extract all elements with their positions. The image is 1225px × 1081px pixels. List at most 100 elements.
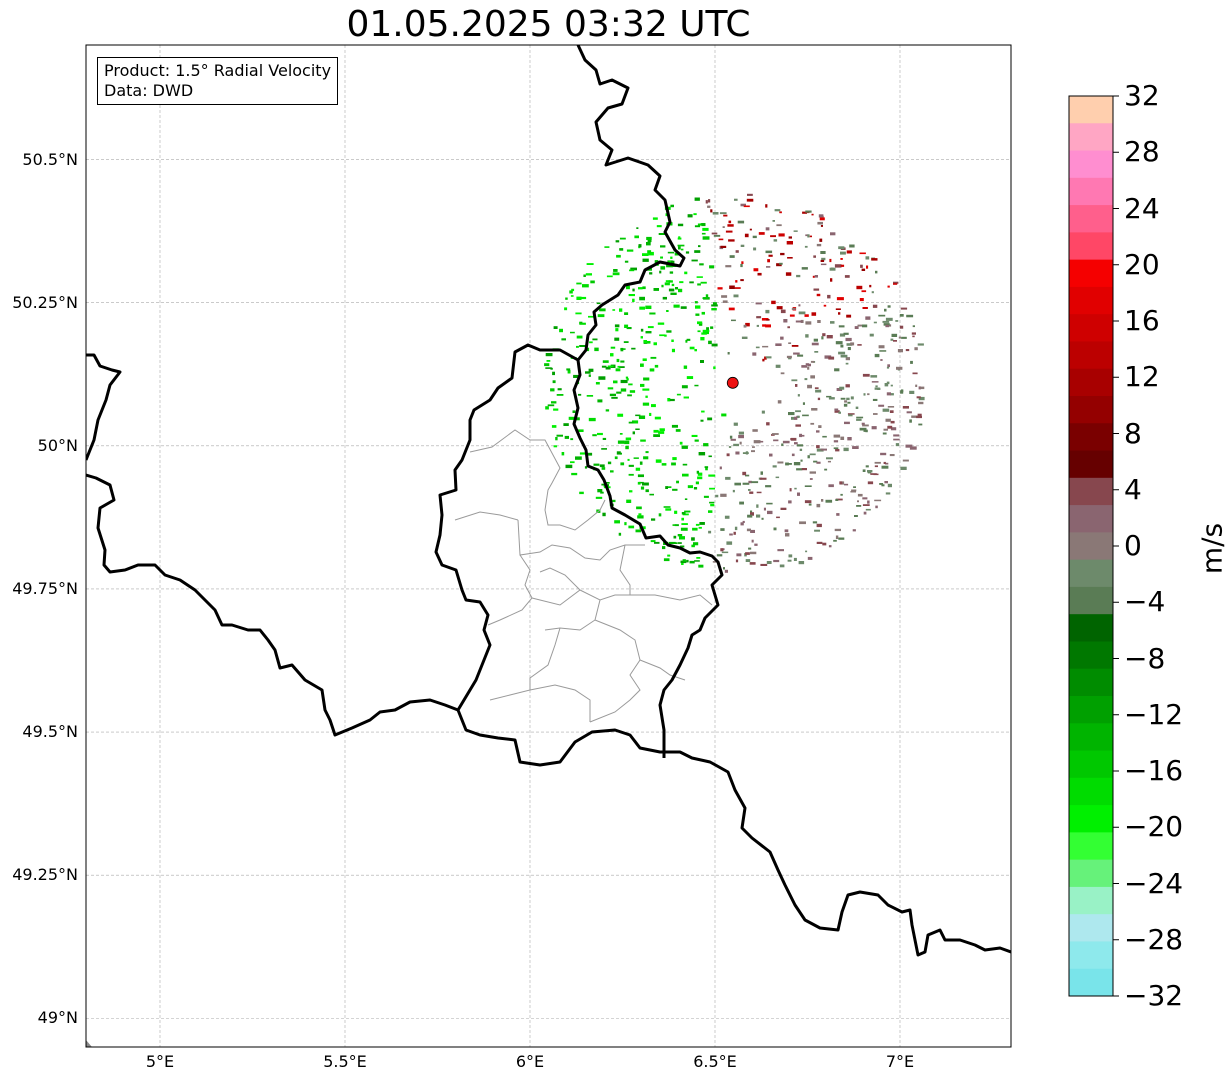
radar-pixel (784, 529, 789, 533)
colorbar-segment (1069, 341, 1113, 370)
radar-pixel (850, 491, 856, 493)
radar-pixel (561, 452, 565, 456)
radar-pixel (745, 559, 751, 562)
radar-pixel (702, 236, 710, 240)
radar-pixel (668, 280, 673, 283)
radar-pixel (773, 439, 779, 442)
radar-pixel (666, 330, 672, 333)
colorbar-unit-label: m/s (1195, 522, 1225, 575)
radar-pixel (756, 504, 759, 508)
radar-pixel (639, 481, 644, 484)
radar-pixel (668, 288, 675, 292)
radar-pixel (838, 411, 841, 414)
radar-pixel (793, 352, 800, 355)
radar-pixel (780, 309, 786, 314)
radar-pixel (862, 497, 868, 500)
radar-pixel (667, 398, 671, 402)
radar-pixel (692, 527, 698, 531)
radar-pixel (649, 368, 655, 372)
radar-pixel (733, 294, 739, 298)
radar-pixel (816, 503, 821, 508)
radar-pixel (632, 288, 635, 292)
radar-pixel (805, 234, 809, 237)
radar-pixel (813, 255, 816, 258)
radar-pixel (702, 227, 709, 231)
radar-pixel (865, 256, 870, 260)
radar-pixel (584, 466, 588, 469)
radar-pixel (551, 401, 557, 404)
radar-pixel (664, 334, 667, 337)
radar-pixel (570, 295, 574, 297)
radar-pixel (890, 384, 893, 387)
radar-pixel (760, 471, 763, 475)
radar-pixel (749, 562, 756, 565)
radar-pixel (590, 280, 595, 284)
radar-pixel (761, 410, 765, 414)
radar-pixel (694, 349, 697, 352)
radar-pixel (840, 258, 843, 260)
radar-pixel (807, 366, 810, 370)
radar-pixel (834, 408, 839, 411)
radar-pixel (717, 287, 723, 290)
radar-pixel (912, 325, 915, 328)
radar-pixel (834, 368, 840, 372)
radar-pixel (834, 410, 840, 413)
radar-pixel (811, 408, 818, 411)
radar-pixel (678, 288, 683, 293)
radar-pixel (770, 235, 776, 238)
radar-pixel (843, 332, 849, 335)
radar-pixel (550, 388, 555, 392)
radar-pixel (610, 353, 614, 357)
radar-pixel (855, 406, 859, 409)
radar-pixel (752, 429, 758, 432)
radar-pixel (774, 209, 781, 212)
radar-pixel (805, 334, 809, 338)
radar-pixel (620, 379, 628, 384)
radar-pixel (624, 440, 630, 445)
radar-pixel (706, 327, 709, 331)
radar-pixel (694, 250, 701, 253)
radar-pixel (777, 549, 784, 552)
radar-pixel (637, 515, 644, 519)
radar-pixel (705, 467, 708, 471)
colorbar-segment (1069, 477, 1113, 506)
map-frame (85, 44, 1012, 1048)
radar-pixel (776, 516, 780, 519)
radar-pixel (834, 264, 842, 268)
radar-pixel (720, 528, 725, 531)
lat-tick-label: 50.25°N (12, 292, 78, 312)
radar-pixel (681, 512, 686, 515)
radar-pixel (762, 358, 765, 362)
radar-pixel (817, 397, 821, 401)
radar-pixel (568, 416, 576, 420)
radar-pixel (679, 536, 685, 540)
radar-pixel (845, 337, 852, 342)
radar-pixel (594, 347, 599, 352)
radar-pixel (723, 214, 728, 217)
radar-pixel (822, 435, 827, 438)
radar-pixel (849, 244, 855, 248)
radar-pixel (786, 355, 792, 359)
radar-pixel (655, 459, 662, 463)
colorbar-segment (1069, 914, 1113, 942)
radar-pixel (654, 364, 659, 368)
colorbar-tick-label: 0 (1124, 529, 1142, 562)
radar-pixel (545, 406, 549, 410)
radar-pixel (691, 259, 698, 262)
radar-pixel (733, 531, 736, 535)
radar-pixel (595, 382, 600, 385)
radar-pixel (612, 272, 620, 276)
radar-pixel (646, 236, 652, 240)
lon-tick-label: 7°E (885, 1052, 915, 1071)
radar-pixel (917, 343, 924, 346)
radar-pixel (695, 523, 700, 526)
radar-pixel (727, 224, 734, 227)
radar-pixel (751, 450, 755, 453)
radar-pixel (814, 529, 820, 532)
radar-pixel (708, 199, 711, 203)
radar-pixel (689, 281, 694, 284)
radar-pixel (805, 550, 808, 553)
radar-pixel (915, 384, 918, 387)
radar-pixel (576, 345, 579, 348)
radar-pixel (872, 304, 878, 308)
